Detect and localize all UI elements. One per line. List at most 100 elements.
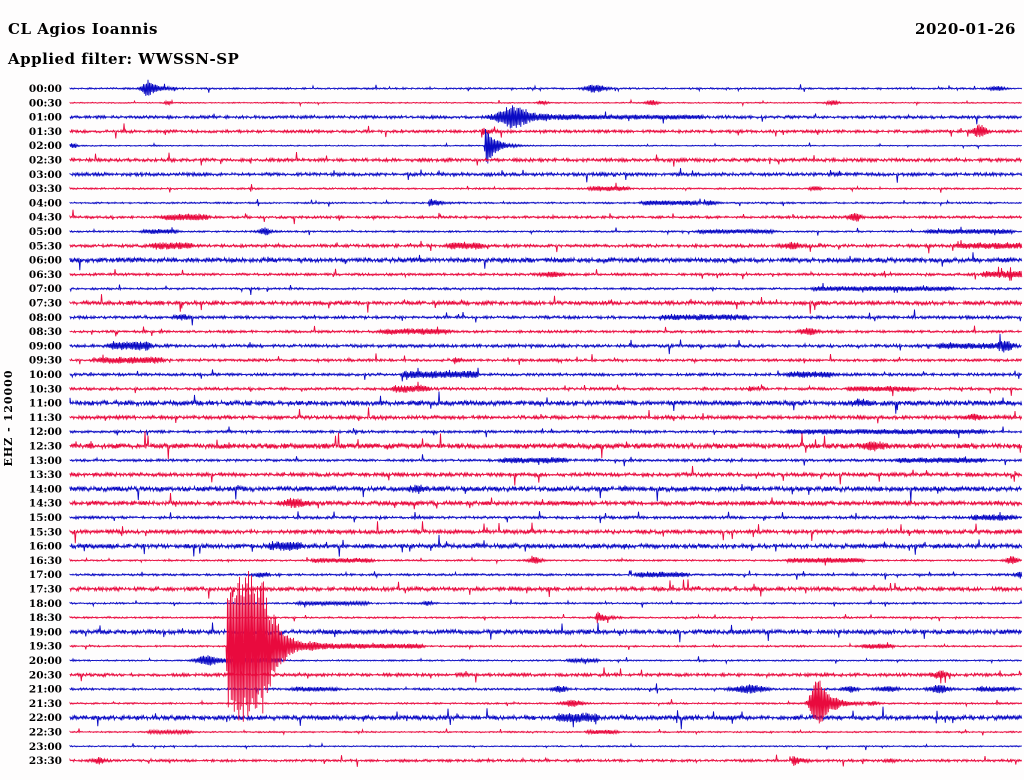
trace-row-0500 — [69, 226, 1023, 236]
time-label-0130: 01:30 — [29, 126, 62, 138]
trace-row-0730 — [69, 294, 1023, 314]
trace-row-1330 — [69, 465, 1023, 486]
trace-row-0330 — [69, 182, 1022, 193]
time-label-1900: 19:00 — [29, 626, 62, 638]
trace-row-0800 — [69, 309, 1023, 326]
trace-row-2330 — [69, 754, 1023, 767]
trace-row-1130 — [69, 407, 1023, 424]
time-label-1830: 18:30 — [29, 612, 62, 624]
time-label-0530: 05:30 — [29, 240, 62, 252]
time-label-0730: 07:30 — [29, 298, 62, 310]
time-label-1530: 15:30 — [29, 526, 62, 538]
trace-row-0400 — [69, 198, 1023, 207]
time-label-1330: 13:30 — [29, 469, 62, 481]
trace-row-1800 — [69, 599, 1023, 608]
time-label-0400: 04:00 — [29, 197, 62, 209]
trace-row-0030 — [69, 98, 1022, 108]
time-label-1930: 19:30 — [29, 641, 62, 653]
channel-axis-label: EHZ - 120000 — [2, 370, 15, 467]
trace-row-2230 — [69, 728, 1023, 736]
time-label-2200: 22:00 — [29, 712, 62, 724]
trace-rows — [69, 79, 1023, 767]
trace-row-1730 — [69, 579, 1023, 599]
time-label-1200: 12:00 — [29, 426, 62, 438]
trace-row-0830 — [69, 325, 1023, 337]
time-label-1500: 15:00 — [29, 512, 62, 524]
station-title: CL Agios Ioannis — [8, 20, 158, 38]
filter-label: Applied filter: WWSSN-SP — [7, 50, 239, 68]
time-label-0000: 00:00 — [29, 83, 62, 95]
time-label-2100: 21:00 — [29, 684, 62, 696]
trace-row-0430 — [69, 209, 1023, 225]
trace-row-2300 — [69, 742, 1023, 751]
time-label-1400: 14:00 — [29, 483, 62, 495]
time-label-0830: 08:30 — [29, 326, 62, 338]
trace-row-0900 — [69, 333, 1022, 355]
trace-row-2200 — [69, 706, 1023, 730]
trace-row-1500 — [69, 511, 1023, 524]
trace-row-0700 — [69, 282, 1023, 296]
time-label-1100: 11:00 — [29, 398, 62, 410]
trace-row-0300 — [69, 168, 1023, 183]
trace-row-0600 — [69, 252, 1023, 271]
trace-row-0630 — [69, 266, 1023, 281]
trace-row-2100 — [69, 683, 1023, 694]
trace-row-0130 — [69, 123, 1023, 139]
time-label-0500: 05:00 — [29, 226, 62, 238]
trace-row-1430 — [69, 492, 1023, 510]
time-label-1630: 16:30 — [29, 555, 62, 567]
time-label-2330: 23:30 — [29, 755, 62, 767]
time-label-1000: 10:00 — [29, 369, 62, 381]
trace-row-1400 — [69, 483, 1023, 502]
time-label-0630: 06:30 — [29, 269, 62, 281]
time-label-0700: 07:00 — [29, 283, 62, 295]
time-label-1700: 17:00 — [29, 569, 62, 581]
trace-row-1000 — [69, 367, 1023, 382]
time-label-0300: 03:00 — [29, 169, 62, 181]
trace-row-1530 — [69, 521, 1023, 544]
time-label-2300: 23:00 — [29, 741, 62, 753]
trace-row-1900 — [69, 622, 1023, 643]
time-label-2230: 22:30 — [29, 727, 62, 739]
time-label-2130: 21:30 — [29, 698, 62, 710]
trace-row-1930 — [69, 570, 1023, 722]
time-label-0430: 04:30 — [29, 212, 62, 224]
time-label-0230: 02:30 — [29, 155, 62, 167]
trace-row-1230 — [69, 431, 1023, 460]
trace-row-1700 — [69, 570, 1023, 580]
trace-row-0530 — [69, 240, 1023, 254]
time-label-1800: 18:00 — [29, 598, 62, 610]
trace-row-0000 — [69, 79, 1023, 96]
time-label-2030: 20:30 — [29, 669, 62, 681]
time-label-0600: 06:00 — [29, 255, 62, 267]
time-axis: 00:00 00:30 01:00 01:30 02:00 02:30 03:00 03:30… — [29, 83, 62, 767]
trace-row-1300 — [69, 454, 1023, 467]
time-label-1430: 14:30 — [29, 498, 62, 510]
time-label-0200: 02:00 — [29, 140, 62, 152]
trace-row-0230 — [69, 151, 1023, 167]
time-label-2000: 20:00 — [29, 655, 62, 667]
time-label-1730: 17:30 — [29, 584, 62, 596]
plot-date: 2020-01-26 — [915, 20, 1016, 38]
time-label-0800: 08:00 — [29, 312, 62, 324]
trace-row-1630 — [69, 555, 1023, 566]
trace-row-1100 — [69, 391, 1023, 414]
trace-row-2030 — [69, 667, 1023, 684]
time-label-0030: 00:30 — [29, 97, 62, 109]
trace-row-1600 — [69, 534, 1023, 557]
trace-row-1200 — [69, 426, 1023, 439]
time-label-1230: 12:30 — [29, 441, 62, 453]
time-label-1300: 13:00 — [29, 455, 62, 467]
time-label-1600: 16:00 — [29, 541, 62, 553]
time-label-1130: 11:30 — [29, 412, 62, 424]
trace-row-0930 — [69, 353, 1023, 365]
trace-row-2000 — [69, 655, 1023, 666]
trace-row-0100 — [69, 105, 1023, 129]
time-label-1030: 10:30 — [29, 383, 62, 395]
time-label-0900: 09:00 — [29, 340, 62, 352]
trace-row-1030 — [69, 381, 1023, 397]
trace-row-1830 — [69, 611, 1022, 624]
time-label-0100: 01:00 — [29, 112, 62, 124]
